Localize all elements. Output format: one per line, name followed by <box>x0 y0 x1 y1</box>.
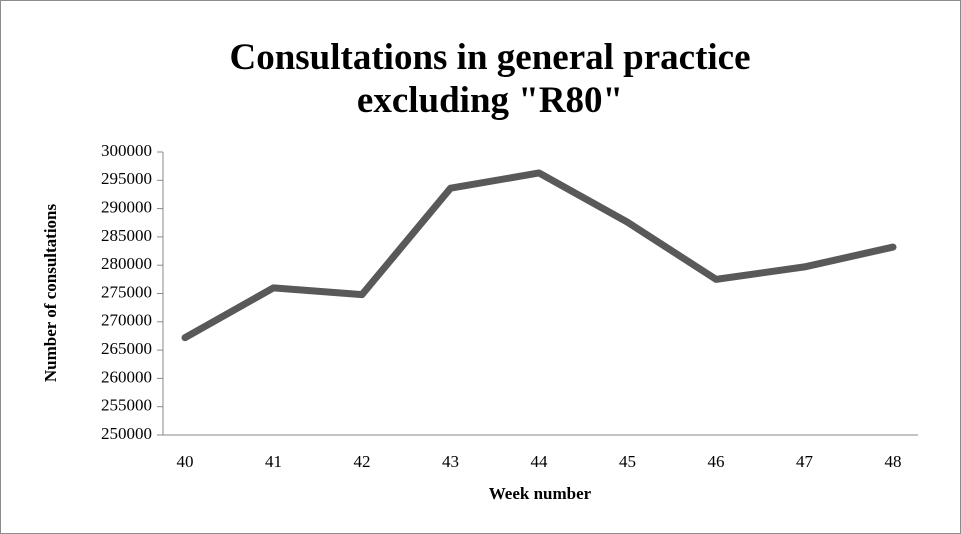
x-tick-label: 41 <box>265 452 282 471</box>
y-tick-label: 280000 <box>101 254 152 273</box>
chart-title: Consultations in general practice exclud… <box>229 37 751 121</box>
y-tick-label: 285000 <box>101 226 152 245</box>
y-tick-label: 255000 <box>101 396 152 415</box>
y-tick-label: 250000 <box>101 424 152 443</box>
x-tick-label: 45 <box>619 452 636 471</box>
y-tick-label: 290000 <box>101 198 152 217</box>
line-series <box>181 169 897 342</box>
y-tick-label: 260000 <box>101 367 152 386</box>
y-tick-label: 300000 <box>101 141 152 160</box>
x-tick-label: 40 <box>177 452 194 471</box>
y-tick-label: 295000 <box>101 169 152 188</box>
y-tick-label: 270000 <box>101 311 152 330</box>
x-tick-label: 43 <box>442 452 459 471</box>
y-tick-label: 265000 <box>101 339 152 358</box>
x-axis-title: Week number <box>489 484 592 503</box>
x-tick-label: 44 <box>531 452 549 471</box>
x-tick-label: 47 <box>796 452 814 471</box>
x-tick-label: 42 <box>354 452 371 471</box>
x-tick-label: 46 <box>708 452 725 471</box>
x-tick-label: 48 <box>885 452 902 471</box>
y-tick-label: 275000 <box>101 282 152 301</box>
y-axis-title: Number of consultations <box>41 204 60 383</box>
